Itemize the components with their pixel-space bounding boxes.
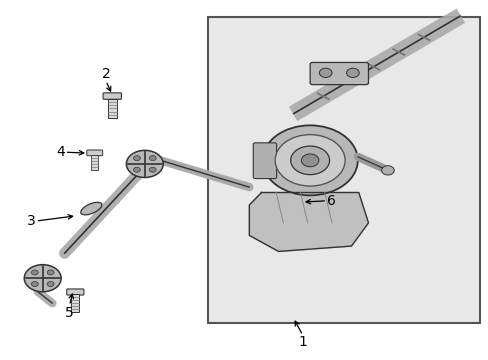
Circle shape <box>31 270 38 275</box>
Circle shape <box>31 282 38 287</box>
Circle shape <box>149 156 156 161</box>
Text: 3: 3 <box>27 214 35 228</box>
Polygon shape <box>249 193 368 251</box>
Circle shape <box>126 150 163 177</box>
FancyBboxPatch shape <box>309 63 368 85</box>
Bar <box>71 294 79 312</box>
Text: 1: 1 <box>298 336 306 350</box>
Circle shape <box>47 270 54 275</box>
Circle shape <box>275 135 345 186</box>
FancyBboxPatch shape <box>103 93 121 99</box>
FancyBboxPatch shape <box>207 18 479 323</box>
Circle shape <box>24 265 61 292</box>
Text: 6: 6 <box>326 194 335 208</box>
Circle shape <box>133 167 140 172</box>
Bar <box>91 155 98 170</box>
Ellipse shape <box>81 202 102 215</box>
Circle shape <box>149 167 156 172</box>
FancyBboxPatch shape <box>66 289 83 295</box>
Bar <box>107 99 117 118</box>
Circle shape <box>290 146 329 175</box>
Circle shape <box>381 166 393 175</box>
FancyBboxPatch shape <box>87 150 102 156</box>
Circle shape <box>319 68 331 77</box>
Circle shape <box>346 68 359 77</box>
FancyBboxPatch shape <box>253 143 276 179</box>
Circle shape <box>262 125 357 195</box>
Text: 5: 5 <box>65 306 74 320</box>
Text: 2: 2 <box>102 67 110 81</box>
Circle shape <box>301 154 318 167</box>
Circle shape <box>47 282 54 287</box>
Circle shape <box>133 156 140 161</box>
Text: 4: 4 <box>56 145 64 159</box>
